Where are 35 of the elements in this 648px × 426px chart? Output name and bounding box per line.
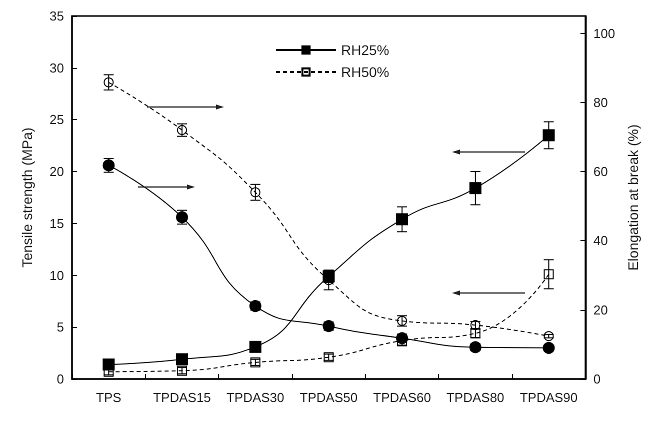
legend-label: RH25% (341, 42, 390, 58)
y-tick-label: 25 (50, 112, 64, 128)
point (542, 342, 555, 354)
x-tick-label: TPDAS30 (226, 390, 284, 405)
x-tick-label: TPDAS50 (300, 390, 358, 405)
y2-tick-label: 20 (593, 302, 608, 318)
y-tick-label: 0 (56, 372, 64, 386)
point (176, 353, 188, 366)
point (542, 129, 555, 142)
y2-tick-label: 0 (593, 372, 601, 386)
point (544, 331, 554, 342)
y2-tick-label: 40 (593, 233, 608, 248)
point (469, 182, 482, 194)
x-tick-label: TPDAS80 (446, 390, 504, 405)
y2-tick-label: 60 (593, 164, 608, 180)
y2-tick-label: 80 (593, 94, 608, 110)
point (104, 77, 114, 88)
y-tick-label: 15 (50, 216, 64, 231)
point (396, 213, 408, 226)
y2-tick-label: 100 (593, 26, 616, 41)
x-tick-label: TPDAS90 (520, 390, 578, 405)
y-axis-title: Tensile strength (MPa) (19, 127, 35, 268)
y-tick-label: 20 (50, 164, 64, 180)
y-tick-label: 5 (56, 320, 64, 335)
x-tick-label: TPS (96, 390, 122, 405)
point (544, 269, 554, 280)
point (249, 340, 262, 353)
y-tick-label: 35 (50, 8, 64, 24)
y-tick-label: 10 (50, 268, 64, 283)
legend-label: RH50% (341, 64, 390, 80)
point (250, 187, 260, 198)
y2-axis-title: Elongation at break (%) (625, 124, 641, 271)
x-tick-label: TPDAS15 (153, 390, 211, 405)
x-tick-label: TPDAS60 (373, 390, 431, 405)
y-tick-label: 30 (50, 60, 64, 76)
